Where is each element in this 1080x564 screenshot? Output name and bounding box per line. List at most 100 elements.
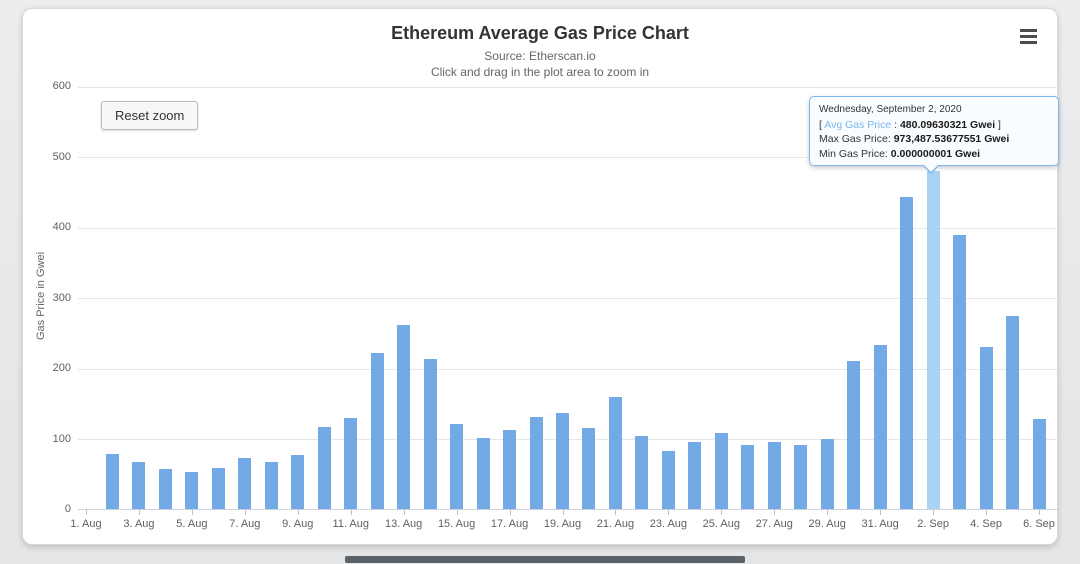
- tooltip-min-value: 0.000000001 Gwei: [890, 147, 981, 160]
- gridline: [78, 227, 1058, 229]
- x-axis-tick: [880, 510, 882, 515]
- x-axis-label: 29. Aug: [808, 518, 846, 530]
- bar[interactable]: [317, 427, 331, 509]
- x-axis-tick: [191, 510, 193, 515]
- tooltip: Wednesday, September 2, 2020 [ Avg Gas P…: [809, 96, 1059, 174]
- x-axis-tick: [244, 510, 246, 515]
- gridline: [78, 157, 1058, 158]
- bar[interactable]: [582, 427, 596, 509]
- chart-subtitle-hint: Click and drag in the plot area to zoom …: [430, 65, 650, 79]
- x-axis-label: 17. Aug: [490, 518, 529, 530]
- x-axis-label: 5. Aug: [176, 518, 208, 530]
- y-axis-label: 600: [52, 80, 71, 92]
- x-axis-label: 15. Aug: [437, 518, 476, 530]
- y-axis-label: 0: [64, 503, 71, 515]
- x-axis-tick: [827, 510, 829, 515]
- bar[interactable]: [211, 468, 225, 509]
- bar[interactable]: [158, 468, 172, 509]
- tooltip-max-value: 973,487.53677551 Gwei: [893, 133, 1010, 145]
- bar[interactable]: [397, 325, 411, 509]
- x-axis-tick: [721, 510, 723, 515]
- x-axis: 1. Aug 3. Aug 5. Aug 7. Aug 9. Aug 11. Aug 13.…: [70, 510, 1058, 540]
- x-axis-tick: [138, 510, 140, 515]
- tooltip-avg-label: Avg Gas Price: [824, 118, 892, 131]
- x-axis-label: 23. Aug: [649, 518, 688, 530]
- x-axis-label: 11. Aug: [332, 518, 369, 530]
- y-axis-label: 400: [52, 221, 71, 233]
- bar[interactable]: [820, 438, 834, 509]
- hamburger-icon: [1019, 40, 1037, 44]
- x-axis-label: 7. Aug: [229, 518, 261, 530]
- bar[interactable]: [291, 454, 305, 509]
- x-axis-label: 1. Aug: [70, 518, 102, 530]
- bar[interactable]: [714, 432, 728, 509]
- y-axis-label: 300: [52, 291, 71, 304]
- x-axis-tick: [509, 510, 511, 515]
- bar[interactable]: [556, 413, 569, 509]
- x-axis-label: 4. Sep: [970, 518, 1002, 530]
- hamburger-icon: [1019, 34, 1037, 38]
- bar[interactable]: [688, 442, 702, 509]
- y-axis-label: 500: [52, 150, 71, 163]
- gridline: [78, 298, 1058, 299]
- bar[interactable]: [873, 344, 887, 509]
- x-axis-tick: [297, 510, 299, 515]
- bar[interactable]: [608, 396, 622, 509]
- bar[interactable]: [529, 417, 543, 509]
- bar[interactable]: [185, 471, 199, 509]
- x-axis-tick: [774, 510, 776, 515]
- bar[interactable]: [1032, 418, 1046, 509]
- x-axis-label: 31. Aug: [861, 518, 899, 530]
- bar[interactable]: [476, 437, 490, 509]
- tooltip-min-line: Min Gas Price: 0.000000001 Gwei: [819, 147, 981, 160]
- plot-area[interactable]: [78, 86, 1058, 510]
- chart-subtitle-source: Source: Etherscan.io: [484, 49, 596, 63]
- tooltip-date: Wednesday, September 2, 2020: [819, 104, 962, 115]
- bar[interactable]: [450, 423, 464, 509]
- x-axis-label: 9. Aug: [282, 518, 314, 530]
- x-axis-tick: [668, 510, 670, 515]
- x-axis-tick: [456, 510, 458, 515]
- bar[interactable]: [794, 444, 808, 509]
- y-axis-label: 200: [52, 362, 71, 374]
- chart-context-menu-button[interactable]: [1015, 25, 1041, 47]
- bar[interactable]: [1006, 315, 1020, 509]
- bar[interactable]: [344, 418, 358, 509]
- bar[interactable]: [847, 360, 861, 509]
- bar[interactable]: [635, 435, 649, 509]
- tooltip-avg-line: [ Avg Gas Price : 480.09630321 Gwei ]: [819, 118, 1001, 131]
- x-axis-label: 21. Aug: [596, 518, 635, 530]
- x-axis-label: 19. Aug: [543, 518, 582, 530]
- y-axis-label: 100: [52, 432, 71, 445]
- bar[interactable]: [953, 234, 967, 509]
- x-axis-tick: [1039, 510, 1040, 515]
- bar[interactable]: [741, 444, 755, 509]
- bar[interactable]: [132, 461, 146, 509]
- x-axis-label: 27. Aug: [755, 518, 793, 530]
- bar[interactable]: [423, 358, 437, 509]
- x-axis-tick: [350, 510, 352, 515]
- gridline: [78, 368, 1058, 370]
- bar[interactable]: [767, 442, 781, 509]
- bar[interactable]: [661, 451, 675, 509]
- hamburger-icon: [1019, 28, 1037, 32]
- x-axis-label: 3. Aug: [123, 518, 155, 530]
- bar[interactable]: [264, 462, 278, 509]
- x-axis-label: 13. Aug: [384, 518, 423, 530]
- bar[interactable]: [926, 170, 940, 509]
- tooltip-arrow: [923, 164, 939, 172]
- x-axis-label: 25. Aug: [702, 518, 740, 530]
- bar[interactable]: [979, 346, 993, 509]
- bar[interactable]: [900, 196, 914, 509]
- bar[interactable]: [105, 454, 119, 509]
- chart-title: Ethereum Average Gas Price Chart: [391, 23, 689, 43]
- x-axis-tick: [986, 510, 988, 515]
- bar[interactable]: [503, 430, 517, 509]
- x-axis-tick: [403, 510, 405, 515]
- x-axis-label: 2. Sep: [917, 518, 950, 530]
- x-axis-tick: [86, 510, 87, 515]
- bar[interactable]: [370, 353, 384, 509]
- tooltip-avg-value: 480.09630321 Gwei: [899, 118, 996, 131]
- bar[interactable]: [238, 457, 252, 509]
- reset-zoom-button[interactable]: Reset zoom: [101, 101, 199, 130]
